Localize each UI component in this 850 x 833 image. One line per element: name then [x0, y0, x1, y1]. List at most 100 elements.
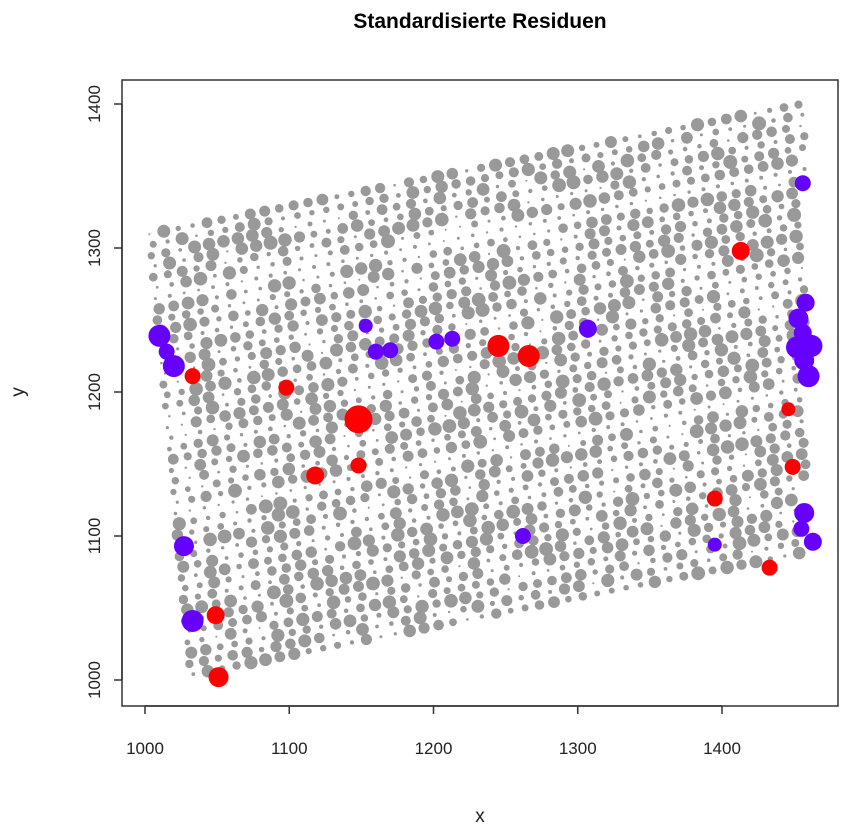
gray-point [202, 506, 206, 510]
gray-point [572, 387, 579, 393]
gray-point [488, 465, 501, 478]
gray-point [658, 489, 665, 497]
gray-point [347, 444, 350, 448]
gray-point [783, 247, 788, 252]
gray-point [597, 377, 611, 391]
gray-point [167, 293, 172, 298]
gray-point [446, 301, 454, 310]
gray-point [513, 517, 522, 526]
gray-point [794, 221, 802, 229]
gray-point [608, 433, 616, 442]
gray-point [706, 290, 721, 304]
gray-point [449, 497, 458, 507]
gray-point [499, 573, 511, 585]
gray-point [710, 433, 720, 444]
gray-point [391, 528, 405, 542]
gray-point [682, 338, 696, 352]
gray-point [619, 561, 629, 572]
gray-point [480, 327, 489, 336]
highlighted-points [148, 175, 823, 688]
gray-point [619, 234, 627, 242]
gray-point [675, 541, 681, 548]
gray-point [678, 531, 682, 535]
gray-point [488, 292, 498, 302]
gray-point [590, 393, 598, 401]
gray-point [610, 180, 620, 190]
gray-point [405, 198, 417, 209]
gray-point [273, 529, 287, 543]
gray-point [177, 560, 190, 573]
gray-point [387, 586, 396, 595]
gray-point [403, 624, 417, 638]
gray-point [687, 523, 701, 537]
gray-point [741, 483, 751, 492]
gray-point [544, 380, 553, 389]
gray-point [687, 196, 699, 208]
gray-point [613, 477, 620, 484]
gray-point [314, 254, 318, 258]
gray-point [461, 306, 475, 320]
gray-point [779, 224, 788, 232]
gray-point [432, 292, 442, 302]
gray-point [153, 303, 165, 315]
gray-point [383, 423, 392, 432]
gray-point [400, 583, 411, 593]
gray-point [152, 315, 163, 325]
gray-point [663, 399, 673, 409]
gray-point [266, 251, 271, 257]
gray-point [343, 608, 349, 614]
gray-point [176, 265, 188, 277]
gray-point [706, 443, 720, 457]
gray-point [272, 475, 285, 489]
gray-point [669, 483, 683, 497]
gray-point [271, 628, 285, 642]
gray-point [606, 271, 611, 277]
gray-point [562, 401, 567, 405]
gray-point [704, 249, 715, 259]
gray-point [537, 501, 547, 511]
gray-point [675, 356, 681, 361]
gray-point [755, 273, 762, 280]
x-tick-label: 1400 [703, 739, 741, 758]
gray-point [301, 349, 314, 362]
gray-point [759, 195, 768, 204]
gray-point [343, 435, 346, 437]
gray-point [410, 396, 419, 404]
gray-point [651, 271, 660, 280]
gray-point [792, 520, 795, 523]
gray-point [316, 328, 324, 335]
gray-point [733, 344, 738, 349]
gray-point [608, 292, 613, 298]
gray-point [672, 179, 681, 188]
gray-point [760, 503, 765, 508]
gray-point [630, 208, 641, 219]
gray-point [376, 204, 388, 216]
gray-point [773, 140, 778, 144]
gray-point [647, 535, 655, 543]
gray-point [650, 302, 662, 314]
gray-point [268, 433, 280, 445]
gray-point [203, 532, 217, 547]
gray-point [740, 327, 753, 340]
gray-point [225, 455, 233, 463]
gray-point [572, 374, 582, 384]
gray-point [393, 183, 396, 187]
gray-point [193, 271, 208, 286]
gray-point [399, 248, 402, 252]
gray-point [578, 490, 592, 504]
gray-point [589, 527, 593, 531]
gray-point [777, 542, 785, 549]
gray-point [287, 320, 299, 332]
gray-point [641, 369, 654, 382]
gray-point [374, 297, 378, 300]
gray-point [775, 367, 783, 375]
gray-point [727, 312, 733, 319]
red-point [350, 457, 367, 474]
gray-point [337, 217, 340, 220]
gray-point [631, 396, 639, 404]
gray-point [682, 146, 688, 152]
gray-point [176, 399, 184, 407]
gray-point [365, 210, 371, 215]
gray-point [684, 155, 694, 164]
gray-point [326, 262, 331, 267]
